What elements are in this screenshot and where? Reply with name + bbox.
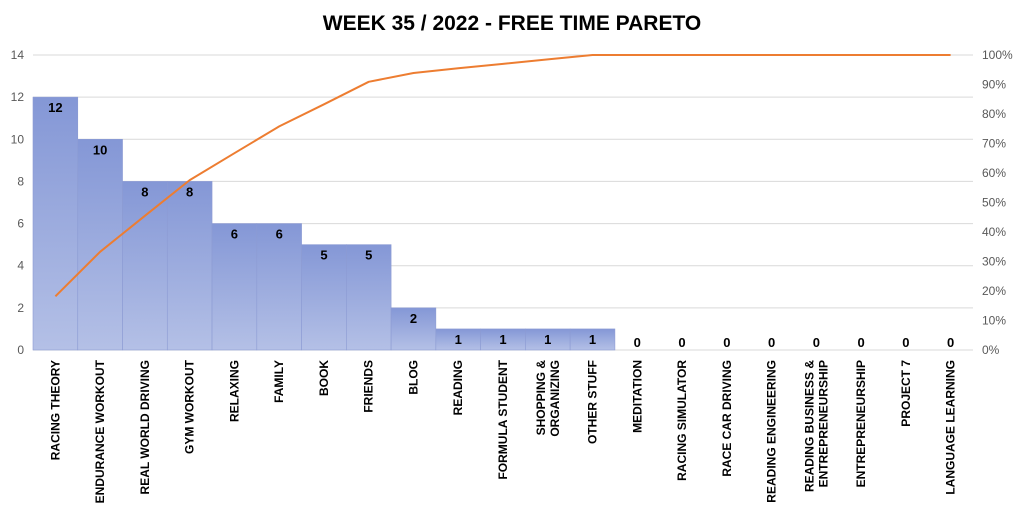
y2-tick-label: 80% xyxy=(982,107,1006,121)
y-tick-label: 6 xyxy=(17,217,24,231)
category-label: SHOPPING &ORGANIZING xyxy=(534,360,562,437)
bar-data-label: 0 xyxy=(947,335,954,350)
y2-tick-label: 10% xyxy=(982,314,1006,328)
bar xyxy=(77,138,123,351)
category-label: BLOG xyxy=(407,360,421,395)
bar-data-label: 5 xyxy=(365,248,372,263)
category-label: MEDITATION xyxy=(630,360,644,433)
bar-data-label: 10 xyxy=(93,142,107,157)
category-label: READING BUSINESS &ENTREPRENEURSHIP xyxy=(802,360,830,492)
bar-data-label: 0 xyxy=(902,335,909,350)
bar xyxy=(122,181,168,351)
bar-data-label: 5 xyxy=(320,248,327,263)
bar xyxy=(211,223,258,351)
category-label: LANGUAGE LEARNING xyxy=(944,360,958,495)
bar-data-label: 8 xyxy=(141,184,148,199)
y2-tick-label: 30% xyxy=(982,255,1006,269)
bar-data-label: 12 xyxy=(48,100,62,115)
bar-data-label: 0 xyxy=(857,335,864,350)
category-label: OTHER STUFF xyxy=(586,360,600,444)
bar-data-label: 6 xyxy=(231,227,238,242)
category-label: RELAXING xyxy=(227,360,241,422)
category-label: FAMILY xyxy=(272,360,286,403)
y2-tick-label: 20% xyxy=(982,284,1006,298)
category-label: ENDURANCE WORKOUT xyxy=(93,359,107,503)
y2-tick-label: 50% xyxy=(982,196,1006,210)
cumulative-line-series xyxy=(54,54,951,298)
bar xyxy=(301,244,347,351)
y-tick-label: 0 xyxy=(17,343,24,357)
category-label: FORMULA STUDENT xyxy=(496,359,510,479)
bar xyxy=(256,223,302,351)
bar-data-label: 6 xyxy=(276,227,283,242)
bar-data-label: 8 xyxy=(186,184,193,199)
y-tick-label: 8 xyxy=(17,174,24,188)
category-label: READING ENGINEERING xyxy=(765,360,779,503)
bar-data-label: 0 xyxy=(768,335,775,350)
category-label: RACING SIMULATOR xyxy=(675,360,689,481)
y-tick-label: 4 xyxy=(17,259,24,273)
chart-title: WEEK 35 / 2022 - FREE TIME PARETO xyxy=(323,12,701,35)
y2-tick-label: 60% xyxy=(982,166,1006,180)
bar-series xyxy=(32,96,616,351)
y-tick-label: 10 xyxy=(11,132,25,146)
y-tick-label: 14 xyxy=(11,48,25,62)
y-tick-label: 12 xyxy=(11,90,25,104)
y2-tick-label: 90% xyxy=(982,78,1006,92)
y2-tick-label: 0% xyxy=(982,343,1000,357)
category-label: GYM WORKOUT xyxy=(183,359,197,454)
bar xyxy=(32,96,79,351)
bar-data-label: 1 xyxy=(455,332,462,347)
bar-data-label: 0 xyxy=(678,335,685,350)
bar xyxy=(166,181,213,351)
bar-data-label: 0 xyxy=(723,335,730,350)
bar xyxy=(569,328,616,351)
bar xyxy=(390,307,437,351)
bar-data-label: 1 xyxy=(589,332,596,347)
left-axis-ticks: 0 2 4 6 8 10 12 14 xyxy=(11,48,25,357)
category-label: BOOK xyxy=(317,360,331,396)
cumulative-line xyxy=(54,54,951,298)
bar-data-label: 0 xyxy=(634,335,641,350)
category-labels: RACING THEORY ENDURANCE WORKOUT REAL WORLD… xyxy=(48,359,957,503)
category-label: READING xyxy=(451,360,465,415)
category-label: FRIENDS xyxy=(362,360,376,413)
category-label: PROJECT 7 xyxy=(899,360,913,427)
category-label: RACE CAR DRIVING xyxy=(720,360,734,477)
y2-tick-label: 100% xyxy=(982,48,1013,62)
bar-data-label: 1 xyxy=(499,332,506,347)
right-axis-ticks: 0% 10% 20% 30% 40% 50% 60% 70% 80% 90% 100% xyxy=(982,48,1013,357)
category-label: RACING THEORY xyxy=(48,360,62,460)
bar-data-label: 1 xyxy=(544,332,551,347)
bar-data-label: 0 xyxy=(813,335,820,350)
y2-tick-label: 70% xyxy=(982,137,1006,151)
bar xyxy=(346,244,392,351)
category-label: REAL WORLD DRIVING xyxy=(138,360,152,494)
bar-data-label: 2 xyxy=(410,311,417,326)
category-label: ENTREPRENEURSHIP xyxy=(854,360,868,487)
y-tick-label: 2 xyxy=(17,301,24,315)
y2-tick-label: 40% xyxy=(982,225,1006,239)
